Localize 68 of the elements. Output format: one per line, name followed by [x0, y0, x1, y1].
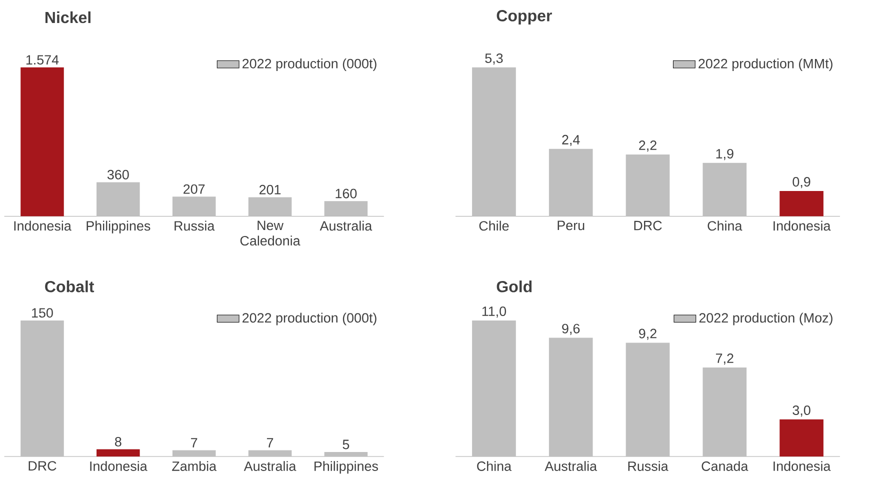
legend-label: 2022 production (Moz) — [699, 312, 832, 326]
bar — [626, 342, 670, 457]
chart-title: Cobalt — [45, 280, 94, 293]
legend-label: 2022 production (000t) — [242, 312, 376, 326]
x-tick-label: Indonesia — [774, 221, 831, 231]
bar — [780, 191, 824, 216]
data-label: 2,4 — [562, 135, 580, 146]
x-tick-label: China — [708, 221, 742, 231]
x-tick-label: Indonesia — [90, 461, 148, 472]
x-tick-label: Zambia — [172, 461, 217, 472]
x-tick-label: Indonesia — [14, 221, 72, 231]
data-label: 3,0 — [792, 406, 810, 417]
x-tick-label: Australia — [320, 221, 372, 231]
x-tick-label: Russia — [174, 221, 215, 231]
x-tick-label: DRC — [28, 461, 56, 471]
data-label: 0,9 — [792, 177, 810, 188]
x-tick-label: DRC — [634, 221, 662, 231]
data-label: 1,9 — [716, 149, 734, 160]
bar — [548, 149, 593, 216]
x-tick-label: Chile — [479, 221, 509, 231]
bar — [702, 163, 747, 216]
bar — [248, 197, 292, 216]
bar — [172, 196, 216, 216]
x-tick-label: China — [477, 461, 512, 472]
data-label: 8 — [115, 437, 122, 447]
bar — [20, 68, 64, 216]
x-tick-label: Canada — [702, 461, 748, 472]
bar — [172, 450, 216, 457]
data-label: 5 — [342, 440, 350, 450]
bar — [248, 450, 292, 457]
data-label: 5,3 — [485, 54, 503, 65]
x-tick-label: New Caledonia — [240, 221, 300, 246]
x-tick-label: Peru — [558, 221, 584, 230]
data-label: 360 — [107, 170, 129, 180]
bar — [780, 420, 824, 457]
x-tick-label: Indonesia — [774, 461, 831, 472]
data-label: 9,2 — [639, 329, 656, 340]
data-label: 201 — [259, 185, 281, 195]
data-label: 7,2 — [716, 354, 734, 365]
bar — [548, 338, 593, 457]
chart-title: Nickel — [45, 12, 90, 24]
legend-label: 2022 production (MMt) — [698, 58, 832, 72]
data-label: 150 — [32, 308, 53, 318]
bar — [96, 182, 140, 216]
bar — [472, 68, 516, 216]
data-label: 1.574 — [26, 55, 59, 65]
legend-label: 2022 production (000t) — [242, 58, 376, 72]
chart-title: Gold — [496, 280, 532, 293]
x-tick-label: Russia — [628, 461, 668, 472]
chart-title: Copper — [496, 10, 552, 25]
x-tick-label: Philippines — [86, 221, 150, 234]
bar — [626, 154, 670, 216]
x-tick-label: Philippines — [314, 461, 378, 474]
data-label: 160 — [336, 189, 357, 199]
data-label: 2,2 — [639, 140, 656, 152]
bar — [324, 201, 368, 216]
x-tick-label: Australia — [544, 461, 598, 472]
bar — [96, 450, 140, 457]
data-label: 7 — [266, 438, 274, 448]
data-label: 207 — [184, 184, 205, 194]
bar — [472, 320, 516, 457]
bar — [20, 320, 64, 457]
bar — [702, 368, 747, 457]
data-label: 7 — [191, 438, 198, 448]
data-label: 11,0 — [482, 306, 506, 318]
x-tick-label: Australia — [244, 461, 296, 472]
data-label: 9,6 — [562, 324, 580, 336]
bar — [324, 452, 368, 457]
